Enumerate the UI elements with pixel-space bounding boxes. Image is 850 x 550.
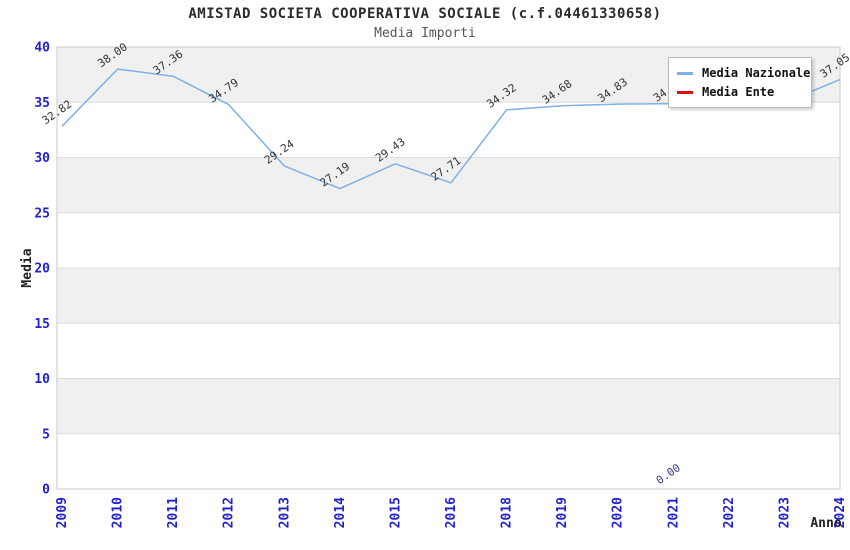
- legend-item-media-ente: Media Ente: [677, 84, 805, 100]
- legend-label: Media Nazionale: [702, 66, 811, 80]
- media-nazionale-line-swatch-icon: [677, 71, 693, 75]
- y-tick-label: 40: [34, 41, 50, 56]
- y-tick-label: 35: [34, 96, 50, 111]
- band: [57, 378, 840, 434]
- x-tick-label: 2015: [388, 497, 403, 528]
- x-axis-tick-labels: 2009 2010 2011 2012 2013 2014 2015 2016 2018 2019…: [55, 497, 848, 528]
- band: [57, 268, 840, 324]
- legend-item-media-nazionale: Media Nazionale: [677, 65, 810, 81]
- legend: Media Nazionale Media Ente: [668, 57, 812, 108]
- x-tick-label: 2013: [277, 497, 292, 528]
- x-tick-label: 2021: [666, 497, 681, 528]
- chart-title: AMISTAD SOCIETA COOPERATIVA SOCIALE (c.f…: [188, 6, 662, 22]
- y-tick-label: 30: [34, 151, 50, 166]
- y-axis-title: Media: [20, 248, 35, 287]
- y-tick-label: 20: [34, 262, 50, 277]
- y-tick-label: 15: [34, 317, 50, 332]
- media-ente-point-label: 0.00: [654, 461, 683, 487]
- x-tick-label: 2012: [222, 497, 237, 528]
- y-tick-label: 0: [42, 483, 50, 498]
- y-axis-tick-labels: 0 5 10 15 20 25 30 35 40: [34, 41, 50, 498]
- y-tick-label: 10: [34, 372, 50, 387]
- x-tick-label: 2024: [833, 497, 848, 528]
- x-tick-label: 2011: [166, 497, 181, 528]
- media-ente-line-swatch-icon: [677, 90, 693, 94]
- y-tick-label: 25: [34, 206, 50, 221]
- x-tick-label: 2016: [444, 497, 459, 528]
- x-tick-label: 2018: [500, 497, 515, 528]
- x-tick-label: 2020: [611, 497, 626, 528]
- gridlines: [57, 101, 840, 435]
- x-tick-label: 2022: [722, 497, 737, 528]
- band: [57, 157, 840, 213]
- x-tick-label: 2019: [555, 497, 570, 528]
- x-tick-label: 2009: [55, 497, 70, 528]
- legend-label: Media Ente: [702, 85, 775, 99]
- chart-subtitle: Media Importi: [374, 26, 476, 41]
- x-tick-label: 2014: [333, 497, 348, 528]
- x-tick-label: 2010: [111, 497, 126, 528]
- x-axis-title: Anno: [810, 516, 841, 531]
- y-tick-label: 5: [42, 427, 50, 442]
- background-bands: [57, 47, 840, 434]
- x-tick-label: 2023: [777, 497, 792, 528]
- plot-border: [56, 46, 841, 490]
